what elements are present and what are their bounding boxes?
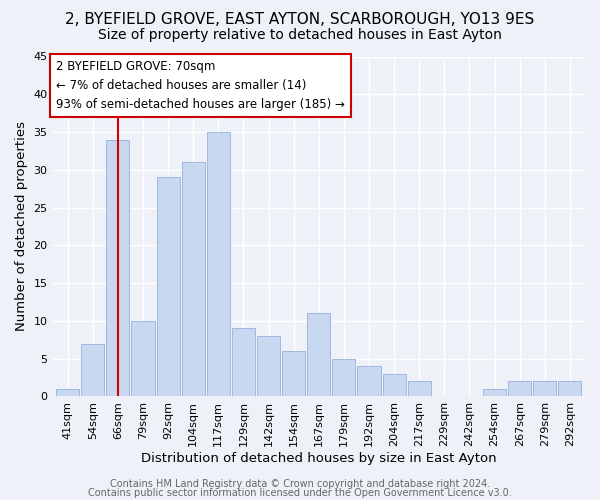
- Bar: [383, 374, 406, 396]
- Bar: [182, 162, 205, 396]
- Text: Contains public sector information licensed under the Open Government Licence v3: Contains public sector information licen…: [88, 488, 512, 498]
- Bar: [207, 132, 230, 396]
- Bar: [559, 382, 581, 396]
- Text: 2, BYEFIELD GROVE, EAST AYTON, SCARBOROUGH, YO13 9ES: 2, BYEFIELD GROVE, EAST AYTON, SCARBOROU…: [65, 12, 535, 28]
- Bar: [533, 382, 556, 396]
- Bar: [358, 366, 380, 396]
- Bar: [56, 389, 79, 396]
- Bar: [332, 358, 355, 397]
- Bar: [282, 351, 305, 397]
- Bar: [483, 389, 506, 396]
- Text: Contains HM Land Registry data © Crown copyright and database right 2024.: Contains HM Land Registry data © Crown c…: [110, 479, 490, 489]
- Bar: [157, 178, 179, 396]
- Y-axis label: Number of detached properties: Number of detached properties: [15, 122, 28, 332]
- Bar: [407, 382, 431, 396]
- Text: Size of property relative to detached houses in East Ayton: Size of property relative to detached ho…: [98, 28, 502, 42]
- Bar: [131, 321, 155, 396]
- Bar: [232, 328, 255, 396]
- Text: 2 BYEFIELD GROVE: 70sqm
← 7% of detached houses are smaller (14)
93% of semi-det: 2 BYEFIELD GROVE: 70sqm ← 7% of detached…: [56, 60, 345, 112]
- X-axis label: Distribution of detached houses by size in East Ayton: Distribution of detached houses by size …: [141, 452, 497, 465]
- Bar: [81, 344, 104, 396]
- Bar: [106, 140, 130, 396]
- Bar: [257, 336, 280, 396]
- Bar: [307, 314, 331, 396]
- Bar: [508, 382, 531, 396]
